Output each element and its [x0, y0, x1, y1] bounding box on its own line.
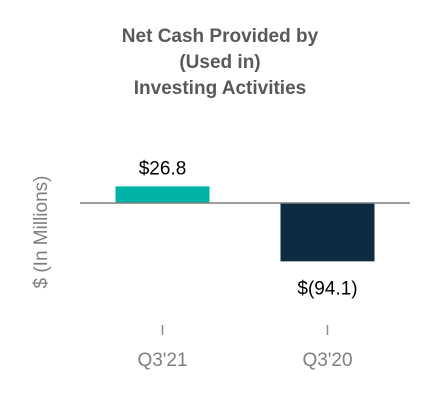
bar-1 [280, 203, 375, 262]
data-label-0: $26.8 [139, 158, 187, 179]
chart-title: Net Cash Provided by (Used in) Investing… [0, 24, 440, 102]
chart-title-line-2: (Used in) [179, 52, 261, 73]
data-label-1: $(94.1) [297, 278, 357, 299]
x-tick-label-0: Q3'21 [137, 350, 187, 371]
chart-title-line-3: Investing Activities [133, 78, 307, 99]
bar-0 [115, 186, 210, 203]
x-tick-label-1: Q3'20 [302, 350, 352, 371]
chart-title-line-1: Net Cash Provided by [121, 26, 319, 47]
